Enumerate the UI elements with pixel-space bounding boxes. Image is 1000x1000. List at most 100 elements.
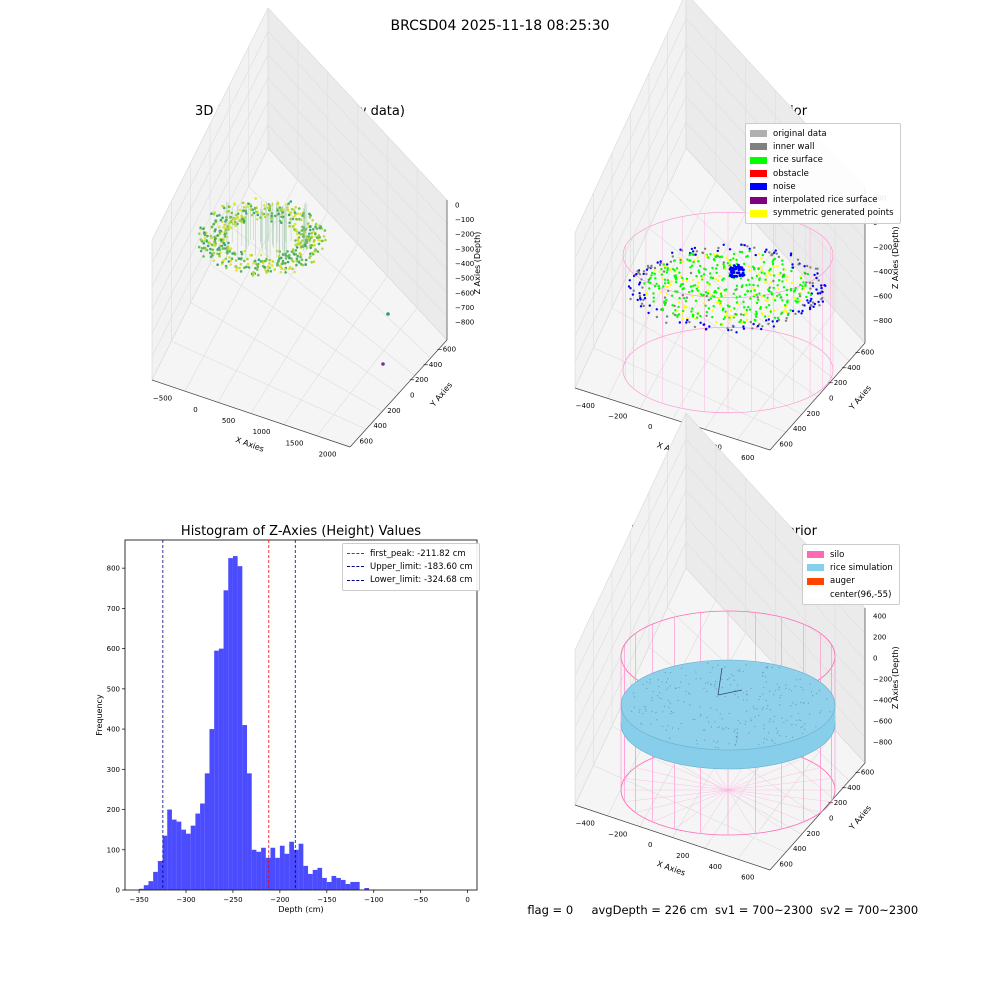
histogram-ytick-label: 400	[107, 726, 120, 734]
histogram-bar	[143, 885, 149, 890]
histogram-bar	[218, 648, 224, 890]
histogram-bar	[293, 849, 299, 890]
histogram-bar	[181, 829, 187, 890]
histogram-bar	[261, 847, 266, 890]
histogram-bar	[345, 883, 351, 890]
legend-label: Lower_limit: -324.68 cm	[370, 575, 473, 586]
legend-label: obstacle	[773, 168, 809, 179]
histogram-bar	[148, 881, 154, 890]
histogram-bar	[364, 887, 370, 890]
histogram-bar	[279, 845, 285, 890]
legend-line-swatch	[347, 553, 364, 555]
legend-label: auger	[830, 576, 855, 587]
histogram-legend-item: Upper_limit: -183.60 cm	[347, 560, 473, 573]
legend-label: interpolated rice surface	[773, 195, 878, 206]
simulation-legend-item: silo	[807, 548, 893, 561]
histogram-bar	[139, 888, 144, 890]
histogram-bar	[251, 849, 257, 890]
histogram-bar	[336, 877, 341, 890]
histogram-bar	[232, 556, 238, 890]
classify-legend-item: original data	[750, 127, 894, 140]
status-avg-depth: avgDepth = 226 cm	[591, 903, 708, 917]
histogram-xtick-label: −200	[270, 896, 289, 904]
classify-legend-item: obstacle	[750, 167, 894, 180]
legend-label: inner wall	[773, 141, 815, 152]
simulation-panel-title: 3D simulation of Silo Interior	[631, 524, 817, 539]
histogram-bar	[167, 809, 172, 890]
histogram-bar	[340, 879, 346, 890]
histogram-bar	[326, 881, 332, 890]
legend-label: original data	[773, 128, 827, 139]
legend-swatch	[750, 156, 767, 164]
histogram-bar	[195, 813, 201, 890]
classify-legend-item: rice surface	[750, 154, 894, 167]
legend-swatch	[750, 170, 767, 178]
histogram-bar	[256, 851, 262, 890]
histogram-bar	[275, 857, 280, 890]
histogram-bar	[265, 857, 271, 890]
classify-legend-item: inner wall	[750, 140, 894, 153]
histogram-bar	[157, 861, 163, 890]
histogram-bar	[223, 590, 229, 890]
legend-swatch	[807, 591, 824, 599]
histogram-legend-item: first_peak: -211.82 cm	[347, 547, 473, 560]
histogram-xtick-label: −300	[176, 896, 195, 904]
legend-label: first_peak: -211.82 cm	[370, 548, 466, 559]
histogram-ytick-label: 800	[107, 565, 120, 573]
histogram-bar	[209, 729, 215, 890]
classify-legend-item: noise	[750, 180, 894, 193]
classify-legend-item: symmetric generated points	[750, 207, 894, 220]
histogram-bar	[312, 869, 318, 890]
legend-line-swatch	[347, 566, 364, 568]
legend-swatch	[807, 564, 824, 572]
legend-swatch	[750, 209, 767, 217]
histogram-bar	[270, 847, 276, 890]
histogram-ytick-label: 500	[107, 685, 120, 693]
histogram-xtick-label: −150	[317, 896, 336, 904]
histogram-bar	[289, 841, 294, 890]
histogram-bar	[176, 821, 182, 890]
histogram-bar	[308, 873, 313, 890]
histogram-bar	[228, 558, 233, 890]
histogram-bar	[317, 867, 323, 890]
legend-swatch	[750, 183, 767, 191]
histogram-bar	[186, 833, 191, 890]
legend-label: rice simulation	[830, 562, 893, 573]
histogram-xtick-label: −350	[129, 896, 148, 904]
histogram-bar	[190, 825, 196, 890]
histogram-ytick-label: 0	[116, 887, 120, 895]
histogram-bar	[303, 865, 309, 890]
legend-swatch	[750, 196, 767, 204]
histogram-bar	[284, 853, 290, 890]
histogram-xlabel: Depth (cm)	[278, 905, 323, 914]
simulation-legend-item: rice simulation	[807, 561, 893, 574]
histogram-bar	[242, 725, 248, 890]
histogram-xtick-label: −250	[223, 896, 242, 904]
histogram-xtick-label: −100	[364, 896, 383, 904]
status-line: flag = 0 avgDepth = 226 cm sv1 = 700~230…	[520, 889, 918, 917]
histogram-ytick-label: 600	[107, 645, 120, 653]
legend-label: noise	[773, 181, 796, 192]
classify-legend: original data inner wall rice surface obsta…	[745, 123, 901, 225]
simulation-legend: silo rice simulation auger center(96,-55)	[802, 544, 900, 606]
histogram-bar	[237, 566, 243, 890]
status-sv1: sv1 = 700~2300	[715, 903, 813, 917]
histogram-bar	[322, 877, 327, 890]
histogram-bar	[214, 650, 219, 890]
histogram-ytick-label: 200	[107, 806, 120, 814]
histogram-xtick-label: −50	[413, 896, 428, 904]
histogram-bar	[331, 875, 337, 890]
histogram-plot-area: −350 −300 −250 −200 −150 −100 −50 0 0 100 200 300 40…	[95, 539, 478, 914]
legend-swatch	[807, 551, 824, 559]
status-flag: flag = 0	[527, 903, 574, 917]
histogram-bar	[204, 773, 210, 890]
histogram-bar	[350, 881, 355, 890]
legend-label: Upper_limit: -183.60 cm	[370, 561, 473, 572]
legend-label: center(96,-55)	[830, 589, 892, 600]
histogram-ytick-label: 100	[107, 846, 120, 854]
histogram-bar	[162, 835, 168, 890]
histogram-bar	[354, 881, 360, 890]
legend-swatch	[807, 577, 824, 585]
legend-swatch	[750, 143, 767, 151]
